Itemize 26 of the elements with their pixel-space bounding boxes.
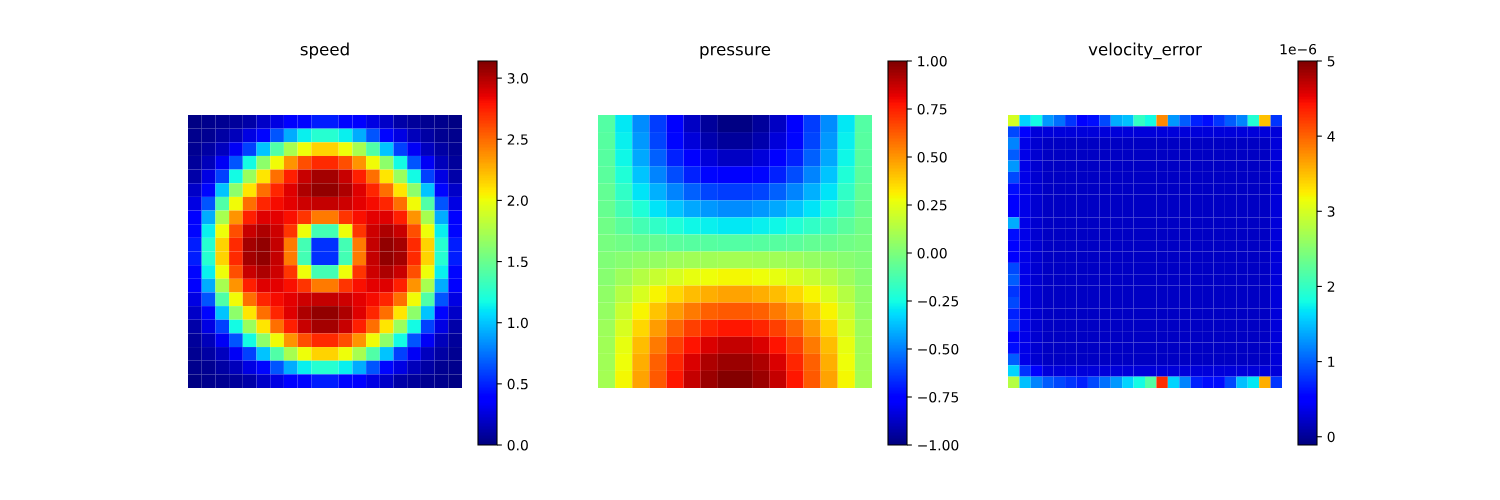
color-bar-label: 2.0 — [507, 195, 528, 206]
color-bar-label: 1 — [1328, 356, 1335, 367]
color-bar-label: 0.00 — [917, 247, 947, 259]
color-bar-label: 0.75 — [917, 103, 947, 115]
text: 1e−6 — [1280, 43, 1317, 55]
color-bar-label: 0.5 — [507, 378, 528, 390]
color-bar-label: 5 — [1327, 56, 1335, 67]
chart-title: velocity_error — [1088, 42, 1202, 60]
color-bar-label: 2.5 — [507, 134, 528, 145]
color-bar-label: −0.50 — [918, 343, 959, 355]
chart-title: pressure — [700, 45, 771, 59]
color-bar-label: 3 — [1327, 206, 1335, 217]
color-bar-label: 3.0 — [507, 73, 528, 84]
color-bar-label: −0.75 — [918, 391, 959, 403]
color-bar-label: 1.0 — [508, 317, 528, 329]
color-bar-label: 0 — [1327, 431, 1335, 443]
color-bar-label: 4 — [1327, 131, 1335, 142]
color-bar-label: 2 — [1327, 281, 1335, 292]
color-bar-label: 0.25 — [917, 199, 947, 211]
color-bar-label: 0.50 — [917, 151, 947, 163]
color-bar-label: 0.0 — [507, 439, 528, 451]
color-bar-label: 1.5 — [508, 256, 528, 268]
color-bar-label: −0.25 — [918, 295, 959, 307]
color-bar-label: 1.00 — [918, 55, 947, 67]
color-bar-label: −1.00 — [918, 439, 959, 451]
chart-title: speed — [300, 42, 349, 59]
